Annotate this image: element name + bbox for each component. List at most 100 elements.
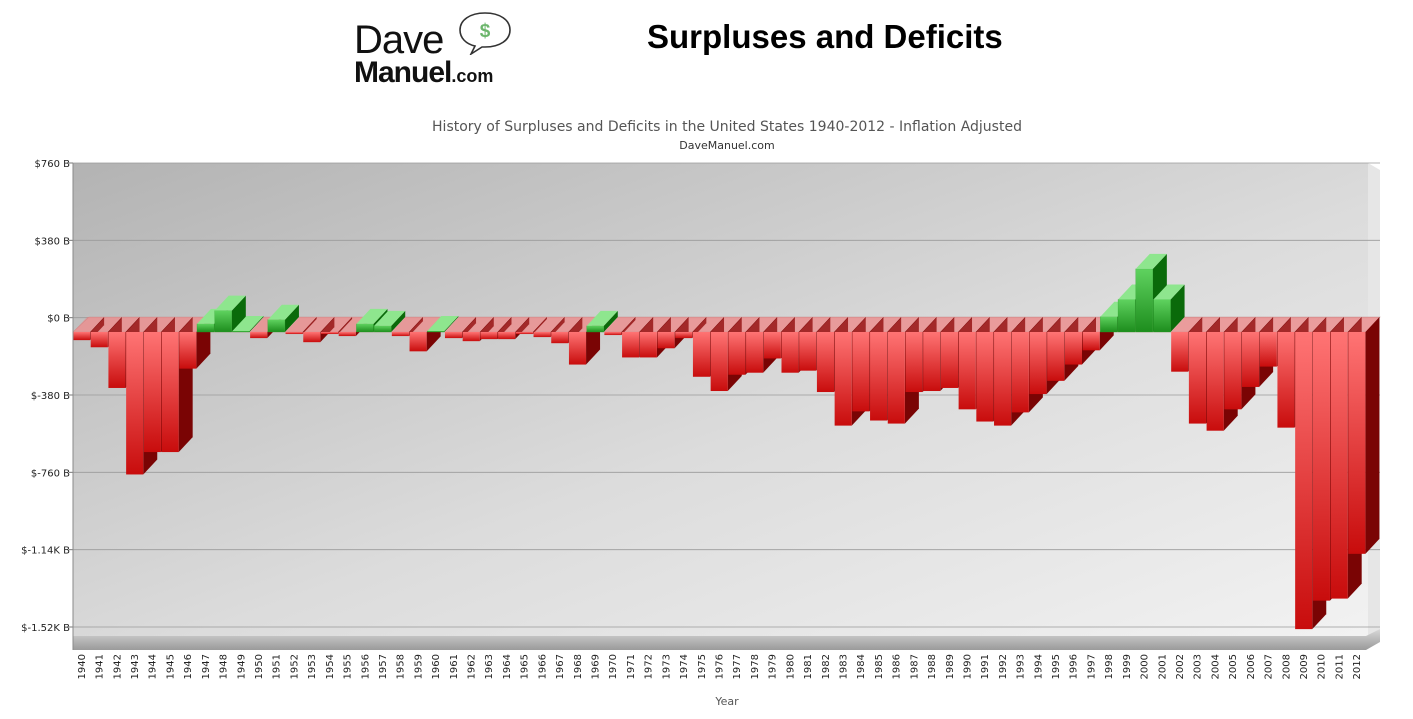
- bar-top: [675, 317, 707, 332]
- x-tick-label: 1964: [502, 654, 513, 679]
- bar-front: [887, 332, 905, 424]
- bar-top: [1242, 317, 1274, 332]
- x-tick-label: 1960: [431, 654, 442, 679]
- bar-top: [781, 317, 813, 332]
- bar-top: [657, 317, 689, 332]
- logo-manuel-word: Manuel: [354, 56, 452, 89]
- bar-front: [214, 310, 232, 333]
- bar-front: [639, 332, 657, 358]
- bar-1954: [320, 317, 353, 335]
- bar-top: [1295, 317, 1327, 332]
- bar-front: [250, 332, 268, 339]
- x-tick-label: 1952: [289, 654, 300, 679]
- bar-front: [551, 332, 569, 344]
- bar-front: [1153, 299, 1171, 333]
- bar-top: [356, 308, 388, 324]
- bar-side: [621, 317, 636, 336]
- y-tick-label: $-380 B: [31, 391, 70, 402]
- y-axis: $760 B $380 B $0 B $-380 B $-760 B $-1.14K B $…: [21, 159, 73, 634]
- x-tick-label: 1947: [201, 654, 212, 679]
- y-tick-label: $-1.52K B: [21, 623, 70, 634]
- bar-top: [214, 295, 246, 311]
- bar-top: [480, 317, 512, 332]
- x-axis-title: Year: [714, 695, 739, 708]
- x-tick-label: 1968: [573, 654, 584, 679]
- x-tick-label: 1943: [130, 654, 141, 679]
- chart-title: History of Surpluses and Deficits in the…: [432, 119, 1022, 135]
- bar-top: [143, 317, 175, 332]
- bar-front: [1047, 332, 1065, 381]
- bar-1970: [604, 317, 636, 336]
- x-tick-label: 1985: [874, 654, 885, 679]
- bar-top: [710, 317, 742, 332]
- bar-front: [480, 332, 498, 340]
- bar-side: [408, 317, 423, 337]
- x-tick-label: 1959: [413, 654, 424, 679]
- bar-front: [870, 332, 888, 421]
- bar-2001: [1153, 284, 1185, 333]
- bar-top: [161, 317, 193, 332]
- bar-front: [1295, 332, 1313, 630]
- x-tick-label: 1992: [998, 654, 1009, 679]
- x-tick-label: 1986: [892, 654, 903, 679]
- x-tick-label: 1958: [396, 654, 407, 679]
- logo-com-text: .com: [451, 66, 494, 86]
- bar-front: [143, 332, 161, 453]
- x-tick-label: 1963: [484, 654, 495, 679]
- bar-top: [1206, 317, 1238, 332]
- bar-front: [1100, 316, 1118, 333]
- bar-front: [1117, 299, 1136, 333]
- bar-top: [940, 317, 973, 332]
- bar-front: [710, 332, 728, 392]
- bar-top: [533, 317, 565, 332]
- bar-2012: [1348, 317, 1380, 554]
- x-tick-label: 1975: [697, 654, 708, 679]
- bar-front: [692, 332, 711, 377]
- x-tick-label: 1979: [768, 654, 779, 679]
- bar-top: [409, 317, 441, 332]
- bar-top: [1171, 317, 1203, 332]
- x-tick-label: 1971: [626, 654, 637, 679]
- x-tick-label: 1946: [183, 654, 194, 679]
- bar-front: [285, 332, 303, 335]
- bar-top: [515, 317, 547, 332]
- bar-front: [994, 332, 1012, 426]
- bar-front: [657, 332, 675, 349]
- bar-top: [551, 317, 583, 332]
- bar-front: [391, 332, 409, 337]
- x-tick-label: 2006: [1246, 654, 1257, 679]
- y-tick-label: $-1.14K B: [21, 546, 70, 557]
- bar-top: [639, 317, 671, 332]
- bar-front: [533, 332, 551, 338]
- x-tick-label: 1984: [856, 654, 867, 679]
- x-tick-label: 1973: [661, 654, 672, 679]
- x-tick-label: 1942: [112, 654, 123, 679]
- logo-manuel-text: Manuel.com: [354, 58, 493, 91]
- site-logo[interactable]: Dave Manuel.com $: [352, 12, 522, 88]
- bar-top: [728, 317, 760, 332]
- bar-top: [1259, 317, 1291, 332]
- bar-front: [1259, 332, 1277, 367]
- speech-bubble-icon: $: [459, 12, 511, 55]
- bar-front: [444, 332, 463, 339]
- x-tick-label: 2005: [1228, 654, 1239, 679]
- bar-top: [1135, 253, 1167, 269]
- x-tick-label: 1965: [520, 654, 531, 679]
- bar-top: [958, 317, 990, 332]
- bar-top: [285, 317, 317, 332]
- x-tick-label: 1953: [307, 654, 318, 679]
- bar-1948: [214, 295, 246, 333]
- bar-front: [1188, 332, 1206, 424]
- bar-side: [444, 315, 459, 332]
- x-tick-label: 1996: [1069, 654, 1080, 679]
- x-tick-label: 1983: [838, 654, 849, 679]
- x-tick-label: 2004: [1210, 654, 1221, 679]
- bar-1949: [232, 315, 264, 333]
- bar-front: [161, 332, 179, 453]
- bar-front: [586, 325, 604, 333]
- bar-top: [444, 317, 477, 332]
- bar-front: [568, 332, 587, 365]
- x-tick-label: 1949: [236, 654, 247, 679]
- x-tick-label: 1981: [803, 654, 814, 679]
- x-tick-label: 1961: [449, 654, 460, 679]
